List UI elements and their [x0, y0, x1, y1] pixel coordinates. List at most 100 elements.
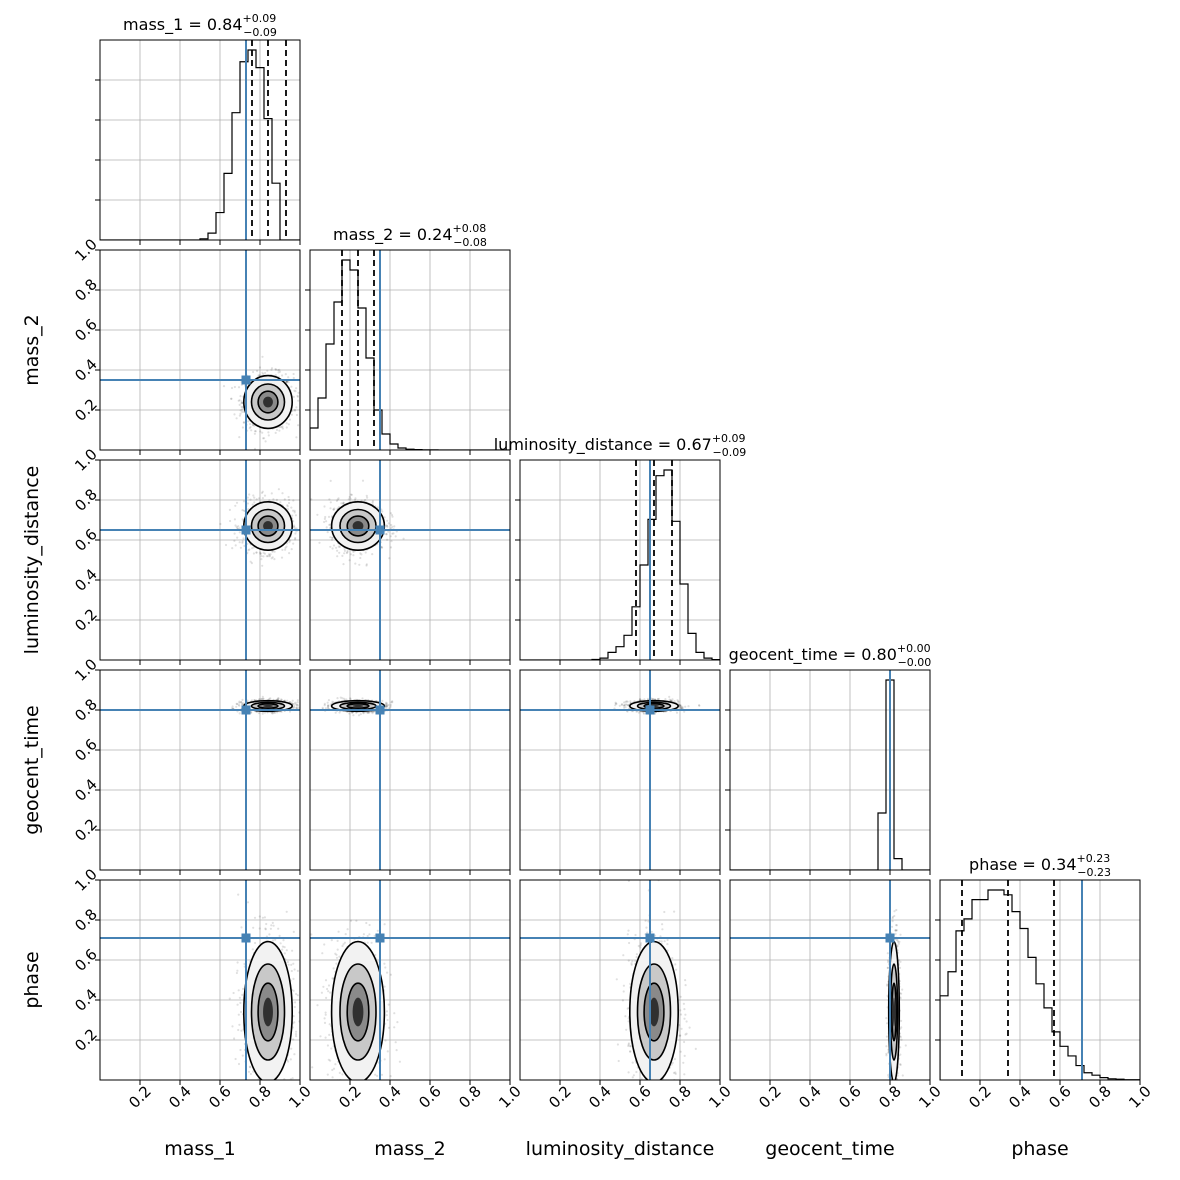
sample-point	[687, 705, 690, 708]
sample-point	[258, 374, 261, 377]
sample-point	[279, 501, 282, 504]
sample-point	[387, 703, 390, 707]
sample-point	[274, 374, 277, 377]
panel-frame	[519, 459, 721, 661]
sample-point	[332, 508, 335, 511]
sample-point	[283, 498, 286, 501]
sample-point	[329, 536, 332, 539]
sample-point	[345, 551, 348, 555]
y-tick-label: 0.6	[71, 315, 101, 345]
sample-point	[387, 522, 390, 525]
sample-point	[270, 367, 274, 370]
y-tick-label: 0.8	[71, 485, 101, 515]
sample-point	[242, 500, 246, 503]
sample-point	[352, 554, 355, 557]
sample-point	[237, 703, 240, 706]
sample-point	[281, 427, 284, 430]
sample-point	[326, 531, 329, 534]
sample-point	[334, 711, 337, 714]
sample-point	[284, 548, 287, 551]
sample-point	[253, 447, 257, 450]
sample-point	[247, 420, 250, 423]
sample-point	[278, 368, 281, 371]
sample-point	[390, 701, 393, 704]
sample-point	[316, 513, 319, 516]
sample-point	[303, 552, 305, 554]
sample-point	[297, 391, 300, 394]
sample-point	[346, 551, 349, 554]
sample-point	[229, 519, 232, 523]
sample-point	[274, 368, 277, 371]
sample-point	[338, 711, 341, 714]
histogram-step	[100, 49, 300, 240]
sample-point	[385, 533, 388, 536]
sample-point	[287, 501, 291, 505]
sample-point	[268, 555, 271, 558]
sample-point	[343, 547, 346, 551]
sample-point	[301, 534, 303, 536]
truth-marker	[241, 525, 251, 535]
sample-point	[327, 705, 330, 708]
sample-point	[230, 397, 233, 400]
sample-point	[260, 456, 262, 458]
sample-point	[271, 712, 274, 715]
sample-point	[390, 540, 393, 543]
contour-line	[346, 515, 370, 537]
sample-point	[248, 548, 251, 551]
sample-point	[250, 562, 253, 565]
sample-point	[626, 700, 629, 703]
sample-point	[370, 710, 373, 714]
contour-line	[257, 515, 279, 537]
sample-point	[291, 699, 294, 702]
sample-point	[261, 490, 264, 493]
sample-point	[371, 710, 374, 714]
sample-point	[349, 497, 352, 500]
sample-point	[295, 436, 298, 439]
sample-point	[385, 701, 388, 704]
sample-point	[357, 714, 361, 717]
sample-point	[288, 710, 292, 713]
sample-point	[323, 702, 326, 706]
sample-point	[622, 704, 625, 707]
sample-point	[362, 712, 365, 715]
sample-point	[330, 538, 334, 541]
sample-point	[295, 413, 298, 417]
sample-point	[289, 539, 292, 542]
sample-point	[236, 527, 239, 530]
sample-point	[618, 704, 621, 707]
sample-point	[391, 525, 394, 529]
sample-point	[287, 423, 290, 426]
sample-point	[290, 385, 293, 388]
sample-point	[255, 551, 258, 554]
sample-point	[253, 430, 257, 433]
sample-point	[241, 410, 244, 413]
scatter-group	[100, 460, 305, 660]
panel-frame	[99, 669, 301, 871]
sample-point	[219, 522, 222, 526]
sample-point	[385, 702, 389, 705]
sample-point	[293, 704, 296, 708]
sample-point	[290, 413, 293, 416]
sample-point	[346, 549, 349, 553]
sample-point	[233, 518, 236, 521]
sample-point	[263, 437, 266, 440]
sample-point	[246, 502, 249, 505]
panel-background	[520, 460, 720, 660]
sample-point	[293, 409, 297, 412]
sample-point	[278, 370, 282, 373]
sample-point	[293, 526, 296, 529]
sample-point	[268, 499, 271, 502]
sample-point	[288, 541, 291, 544]
sample-point	[389, 546, 393, 549]
sample-point	[286, 504, 289, 507]
sample-point	[261, 431, 264, 434]
sample-point	[329, 507, 332, 510]
sample-point	[385, 533, 388, 536]
sample-point	[238, 436, 241, 439]
sample-point	[236, 536, 239, 539]
sample-point	[284, 373, 287, 376]
sample-point	[327, 704, 330, 707]
sample-point	[336, 555, 339, 558]
sample-point	[331, 536, 334, 539]
